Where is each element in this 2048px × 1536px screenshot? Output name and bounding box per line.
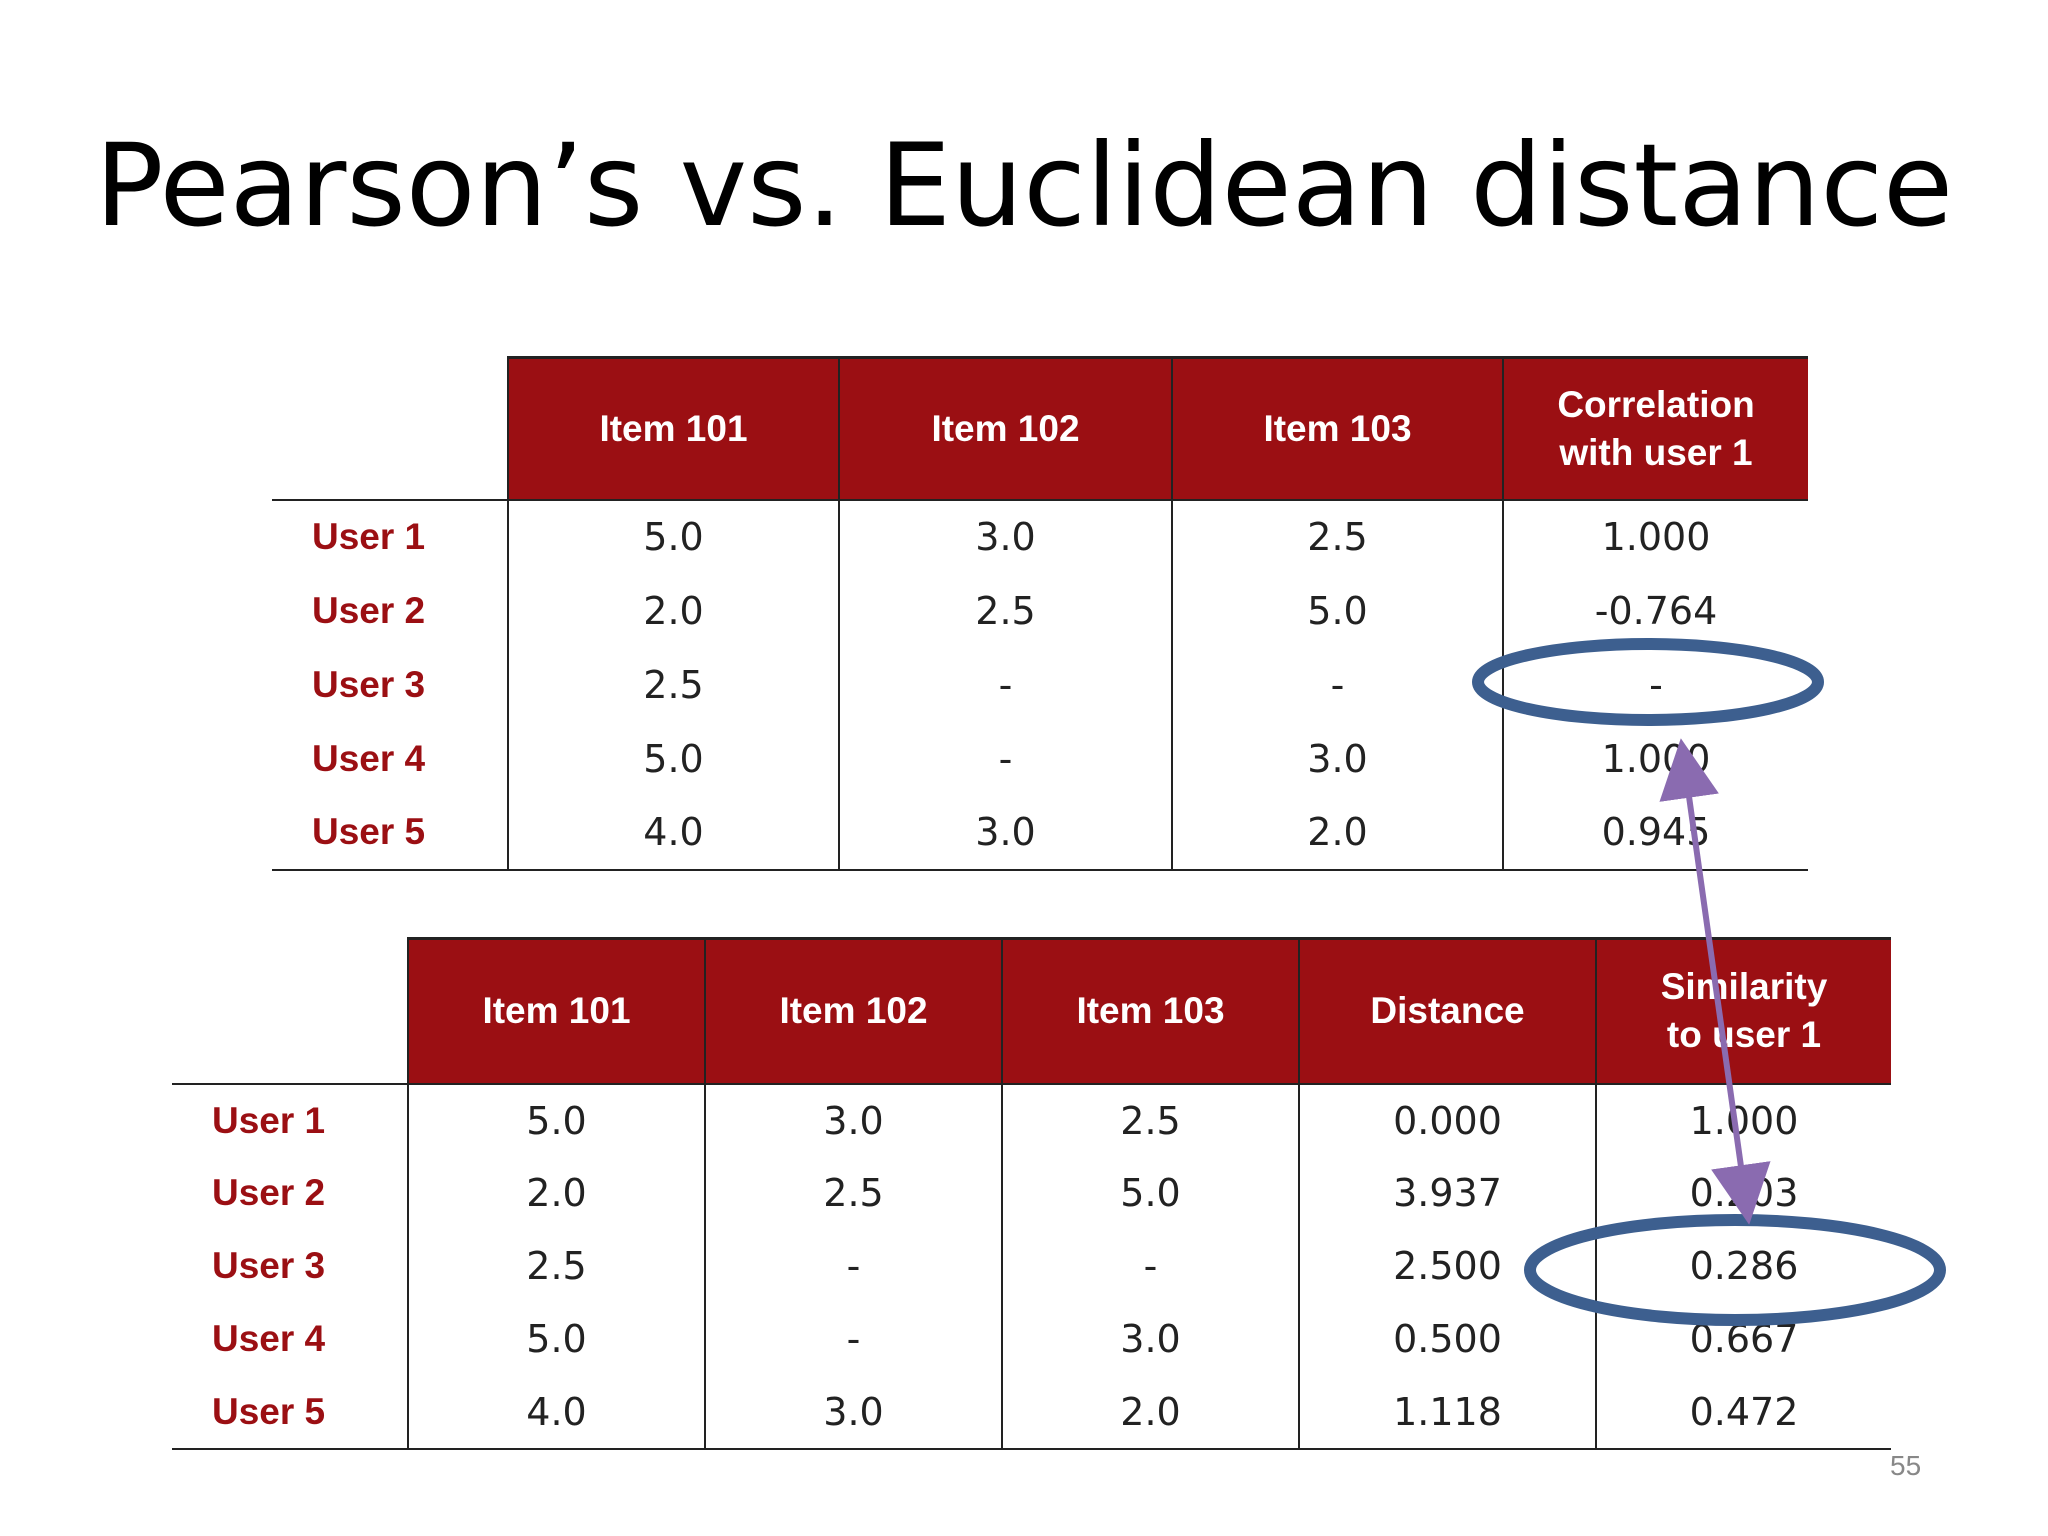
pearson-header-row: Item 101 Item 102 Item 103 Correlation w…: [272, 356, 1808, 500]
euclidean-header-item-102: Item 102: [704, 937, 1002, 1084]
table-cell: 2.5: [1001, 1082, 1299, 1157]
table-cell: 2.5: [1171, 498, 1503, 574]
table-cell: 3.937: [1298, 1156, 1596, 1230]
table-row: User 3 2.5 - - -: [272, 647, 1808, 722]
euclidean-corner: [172, 939, 408, 1084]
row-label: User 1: [272, 498, 508, 574]
table-cell: 5.0: [1001, 1156, 1299, 1230]
row-label: User 4: [212, 1318, 326, 1359]
table-cell: 1.000: [1502, 721, 1808, 796]
table-cell: 2.5: [507, 647, 839, 722]
table-cell: 5.0: [407, 1082, 705, 1157]
table-row: User 5 4.0 3.0 2.0 0.945: [272, 795, 1808, 871]
table-cell: 0.945: [1502, 795, 1808, 871]
table-cell: 2.500: [1298, 1229, 1596, 1303]
table-cell: 2.0: [407, 1156, 705, 1230]
table-cell: -: [838, 721, 1172, 796]
pearson-header-correlation: Correlation with user 1: [1502, 356, 1808, 500]
table-row: User 4 5.0 - 3.0 0.500 0.667: [172, 1302, 1891, 1376]
table-row: User 4 5.0 - 3.0 1.000: [272, 721, 1808, 796]
slide-title: Pearson’s vs. Euclidean distance: [94, 119, 1954, 252]
table-cell: 4.0: [507, 795, 839, 871]
table-cell: 2.0: [507, 573, 839, 648]
table-row: User 2 2.0 2.5 5.0 3.937 0.203: [172, 1156, 1891, 1230]
table-cell: 0.286: [1595, 1229, 1891, 1303]
pearson-corner: [272, 358, 508, 500]
table-row: User 5 4.0 3.0 2.0 1.118 0.472: [172, 1375, 1891, 1450]
table-cell: 3.0: [1001, 1302, 1299, 1376]
pearson-header-item-103: Item 103: [1171, 356, 1503, 500]
euclidean-header-item-103: Item 103: [1001, 937, 1299, 1084]
table-cell: -: [838, 647, 1172, 722]
table-row: User 3 2.5 - - 2.500 0.286: [172, 1229, 1891, 1303]
table-cell: 0.667: [1595, 1302, 1891, 1376]
row-label: User 5: [172, 1375, 408, 1450]
pearson-header-item-101: Item 101: [507, 356, 839, 500]
page-number: 55: [1890, 1450, 1922, 1481]
pearson-header-item-102: Item 102: [838, 356, 1172, 500]
euclidean-header-similarity: Similarity to user 1: [1595, 937, 1891, 1084]
euclidean-table: Item 101 Item 102 Item 103 Distance Simi…: [172, 937, 1891, 1450]
row-label: User 2: [312, 589, 426, 631]
table-cell: 1.118: [1298, 1375, 1596, 1450]
table-cell: 1.000: [1595, 1082, 1891, 1157]
table-cell: 2.0: [1171, 795, 1503, 871]
row-label: User 4: [312, 737, 426, 779]
table-cell: 2.5: [704, 1156, 1002, 1230]
table-cell: 4.0: [407, 1375, 705, 1450]
euclidean-header-distance: Distance: [1298, 937, 1596, 1084]
table-cell: 5.0: [407, 1302, 705, 1376]
euclidean-header-row: Item 101 Item 102 Item 103 Distance Simi…: [172, 937, 1891, 1084]
table-cell: -0.764: [1502, 573, 1808, 648]
row-label: User 1: [172, 1082, 408, 1157]
table-cell: 0.203: [1595, 1156, 1891, 1230]
table-cell: 0.500: [1298, 1302, 1596, 1376]
euclidean-header-item-101: Item 101: [407, 937, 705, 1084]
table-cell: 3.0: [838, 795, 1172, 871]
table-cell: 2.5: [838, 573, 1172, 648]
table-cell: 2.5: [407, 1229, 705, 1303]
table-cell: 5.0: [507, 721, 839, 796]
table-cell: 3.0: [704, 1082, 1002, 1157]
table-cell: 0.000: [1298, 1082, 1596, 1157]
table-cell: 3.0: [704, 1375, 1002, 1450]
table-cell: 5.0: [1171, 573, 1503, 648]
table-cell: -: [704, 1302, 1002, 1376]
table-cell: 2.0: [1001, 1375, 1299, 1450]
table-cell: -: [1502, 647, 1808, 722]
row-label: User 2: [212, 1172, 326, 1213]
table-cell: 5.0: [507, 498, 839, 574]
pearson-table: Item 101 Item 102 Item 103 Correlation w…: [272, 356, 1808, 871]
table-row: User 1 5.0 3.0 2.5 0.000 1.000: [172, 1082, 1891, 1157]
row-label: User 5: [272, 795, 508, 871]
table-cell: -: [704, 1229, 1002, 1303]
table-cell: 3.0: [838, 498, 1172, 574]
table-cell: 3.0: [1171, 721, 1503, 796]
table-cell: 0.472: [1595, 1375, 1891, 1450]
table-row: User 1 5.0 3.0 2.5 1.000: [272, 498, 1808, 574]
row-label: User 3: [212, 1245, 326, 1286]
table-row: User 2 2.0 2.5 5.0 -0.764: [272, 573, 1808, 648]
table-cell: -: [1171, 647, 1503, 722]
table-cell: 1.000: [1502, 498, 1808, 574]
row-label: User 3: [312, 663, 426, 705]
table-cell: -: [1001, 1229, 1299, 1303]
